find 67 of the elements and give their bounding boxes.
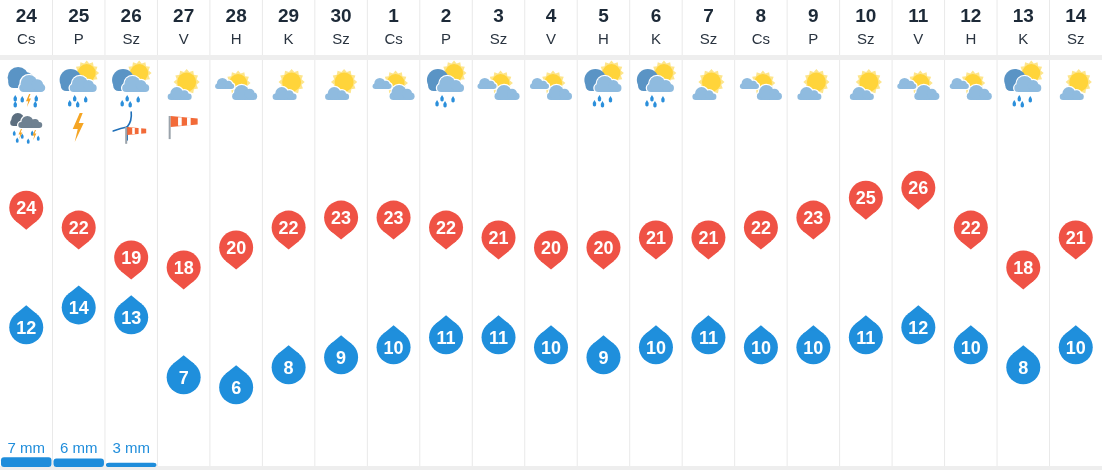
data-label: 22 (436, 218, 457, 239)
data-label: 12 (908, 317, 929, 338)
data-label: 11 (436, 327, 456, 348)
x-tick-label: 13 K (1012, 5, 1034, 47)
data-label: 24 (16, 198, 37, 219)
data-label: 10 (960, 337, 981, 358)
data-label: 26 (908, 178, 929, 199)
x-tick-label: 9 P (808, 5, 819, 47)
data-label: 8 (283, 357, 294, 378)
data-label: 22 (960, 218, 981, 239)
data-label: 19 (121, 248, 142, 269)
data-label: 7 mm (7, 438, 45, 456)
x-tick-label: 6 K (650, 5, 662, 47)
data-label: 12 (16, 317, 37, 338)
data-label: 21 (1065, 228, 1086, 249)
data-label: 18 (1013, 257, 1034, 278)
x-tick-label: 30 Sz (330, 5, 352, 47)
data-label: 23 (383, 208, 404, 229)
data-label: 14 (68, 297, 89, 318)
data-label: 10 (540, 337, 562, 358)
data-label: 6 mm (59, 438, 98, 456)
data-label: 18 (173, 257, 194, 278)
x-tick-label: 24 Cs (15, 5, 38, 47)
data-label: 23 (803, 208, 824, 229)
data-label: 21 (645, 228, 666, 249)
x-tick-label: 26 Sz (120, 5, 142, 47)
data-label: 7 (178, 367, 189, 388)
data-label: 22 (68, 218, 89, 239)
data-label: 21 (488, 228, 509, 249)
x-tick-label: 7 Sz (699, 5, 718, 47)
point (166, 360, 201, 395)
data-label: 25 (855, 188, 876, 209)
data-label: 20 (226, 238, 247, 259)
x-tick-label: 29 K (278, 5, 300, 47)
data-label: 21 (698, 228, 719, 249)
data-label: 11 (489, 327, 509, 348)
x-tick-label: 1 Cs (384, 5, 403, 47)
x-tick-label: 25 P (68, 5, 90, 47)
data-label: 22 (750, 218, 771, 239)
data-label: 9 (336, 347, 347, 368)
data-label: 3 mm (112, 438, 150, 456)
data-label: 11 (856, 327, 876, 348)
data-label: 10 (1065, 337, 1086, 358)
data-label: 10 (645, 337, 666, 358)
x-tick-label: 28 H (225, 5, 247, 47)
x-tick-label: 27 V (173, 5, 195, 47)
x-tick-label: 14 Sz (1065, 5, 1087, 47)
data-label: 20 (593, 238, 614, 259)
x-tick-label: 2 P (440, 5, 452, 47)
data-label: 10 (383, 337, 404, 358)
x-tick-label: 12 H (960, 5, 982, 47)
data-label: 10 (803, 337, 824, 358)
x-tick-label: 5 H (598, 5, 610, 47)
data-label: 22 (278, 218, 299, 239)
data-label: 9 (598, 347, 609, 368)
x-tick-label: 4 V (545, 5, 557, 47)
x-tick-label: 10 Sz (855, 5, 877, 47)
data-label: 8 (1018, 357, 1029, 378)
data-label: 20 (540, 238, 562, 259)
x-tick-label: 8 Cs (751, 5, 771, 47)
data-label: 6 (231, 377, 242, 398)
x-tick-label: 11 V (908, 5, 929, 47)
x-tick-label: 3 Sz (489, 5, 508, 47)
data-label: 23 (331, 208, 352, 229)
data-label: 13 (121, 307, 142, 328)
data-label: 10 (750, 337, 771, 358)
data-label: 11 (698, 327, 718, 348)
